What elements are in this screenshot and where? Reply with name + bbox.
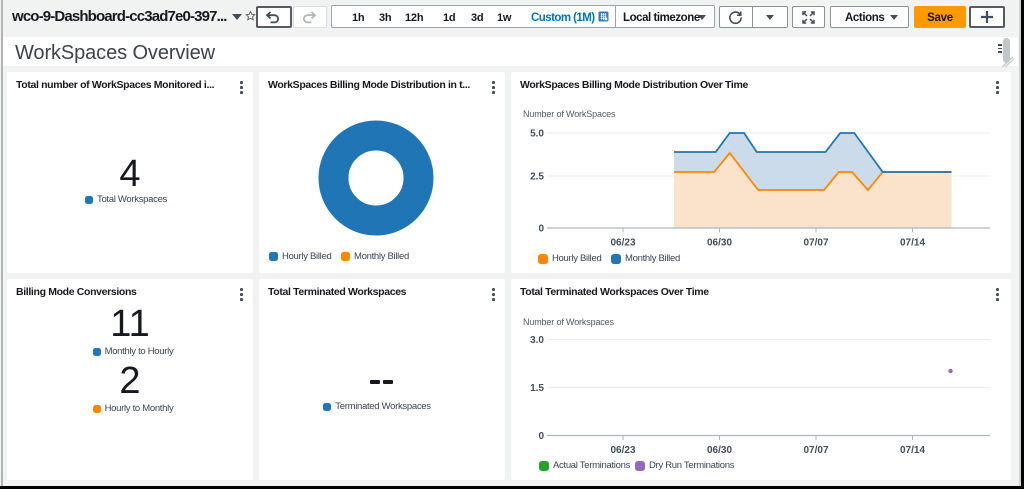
svg-text:3.0: 3.0: [530, 335, 544, 346]
svg-text:06/30: 06/30: [707, 445, 732, 456]
svg-text:Number of WorkSpaces: Number of WorkSpaces: [523, 109, 616, 119]
svg-text:0: 0: [538, 224, 544, 235]
svg-text:07/14: 07/14: [900, 238, 925, 249]
svg-text:06/23: 06/23: [610, 238, 635, 249]
svg-text:1.5: 1.5: [530, 383, 544, 394]
svg-text:2.5: 2.5: [530, 172, 544, 183]
svg-text:07/07: 07/07: [803, 445, 828, 456]
svg-text:06/23: 06/23: [610, 445, 635, 456]
svg-text:07/14: 07/14: [900, 445, 925, 456]
svg-text:06/30: 06/30: [707, 238, 732, 249]
svg-text:07/07: 07/07: [803, 238, 828, 249]
svg-text:0: 0: [538, 431, 544, 442]
svg-text:5.0: 5.0: [530, 129, 544, 140]
svg-text:Number of Workspaces: Number of Workspaces: [523, 317, 615, 327]
